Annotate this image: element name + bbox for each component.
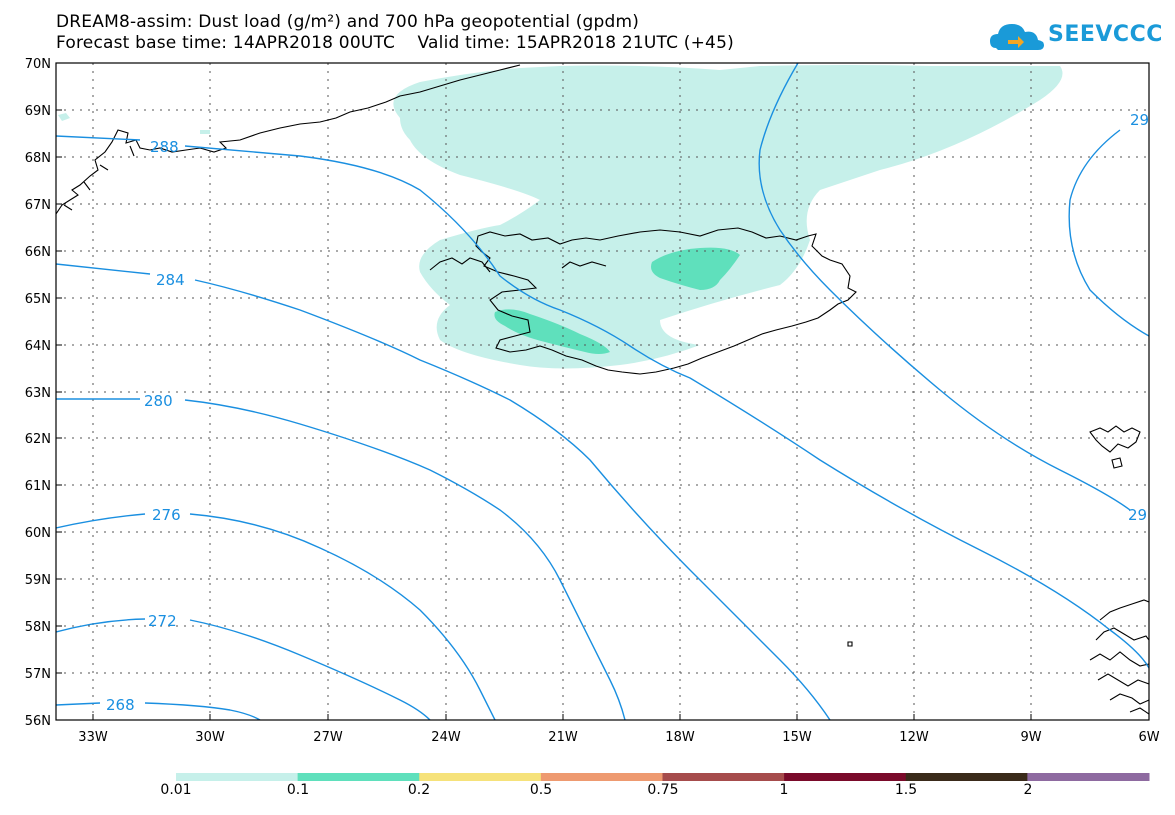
lon-label: 9W (1020, 730, 1041, 745)
lon-label: 18W (665, 730, 695, 745)
lat-label: 63N (25, 386, 51, 401)
contour-292a (758, 63, 1131, 511)
lat-label: 69N (25, 104, 51, 119)
contour-label: 276 (152, 506, 181, 524)
dust-area-low (200, 130, 210, 134)
colorbar-label: 0.01 (160, 782, 192, 798)
lon-label: 21W (548, 730, 578, 745)
lat-label: 68N (25, 151, 51, 166)
seevccc-logo (988, 14, 1148, 60)
lat-label: 59N (25, 573, 51, 588)
axis-ticks (56, 62, 1032, 721)
colorbar (176, 773, 1150, 781)
geopotential-contours (56, 63, 1149, 720)
colorbar-segment (176, 773, 299, 781)
lat-label: 61N (25, 479, 51, 494)
contour-292b (1068, 129, 1149, 337)
coastline (56, 64, 1149, 715)
dust-area-mid (494, 309, 610, 354)
lat-label: 65N (25, 292, 51, 307)
lat-label: 62N (25, 432, 51, 447)
contour-label: 288 (150, 138, 179, 156)
colorbar-label: 0.5 (529, 782, 553, 798)
contour-272 (56, 618, 431, 720)
contour-label: 268 (106, 696, 135, 714)
colorbar-segment (297, 773, 420, 781)
lat-label: 56N (25, 714, 51, 729)
lon-label: 15W (782, 730, 812, 745)
lon-label: 27W (313, 730, 343, 745)
chart-title: DREAM8-assim: Dust load (g/m²) and 700 h… (56, 12, 640, 32)
lon-label: 30W (195, 730, 225, 745)
colorbar-segment (784, 773, 907, 781)
colorbar-label: 0.2 (407, 782, 431, 798)
colorbar-segment (905, 773, 1028, 781)
dust-area-low (58, 113, 70, 121)
contour-268 (56, 702, 261, 720)
contour-288 (56, 135, 1149, 669)
lat-label: 67N (25, 198, 51, 213)
map-graticule (56, 63, 1149, 720)
chart-subtitle: Forecast base time: 14APR2018 00UTC Vali… (56, 33, 734, 53)
cloud-icon (990, 24, 1044, 50)
contour-label: 29 (1130, 111, 1149, 129)
contour-280 (56, 398, 626, 720)
contour-label: 272 (148, 612, 177, 630)
contour-label: 284 (156, 271, 185, 289)
colorbar-segment (1027, 773, 1150, 781)
dust-area-mid (651, 247, 740, 290)
lat-label: 58N (25, 620, 51, 635)
colorbar-label: 2 (1023, 782, 1033, 798)
colorbar-label: 0.1 (286, 782, 310, 798)
lat-label: 60N (25, 526, 51, 541)
lat-label: 64N (25, 339, 51, 354)
colorbar-segment (540, 773, 663, 781)
colorbar-label: 1 (779, 782, 789, 798)
lon-label: 6W (1138, 730, 1159, 745)
lat-label: 70N (25, 57, 51, 72)
colorbar-segment (662, 773, 785, 781)
contour-label: 280 (144, 392, 173, 410)
dust-area-low (393, 65, 1063, 369)
contour-276 (56, 513, 496, 720)
lon-label: 24W (431, 730, 461, 745)
lat-label: 57N (25, 667, 51, 682)
colorbar-label: 1.5 (894, 782, 918, 798)
lon-label: 33W (78, 730, 108, 745)
lat-label: 66N (25, 245, 51, 260)
colorbar-segment (419, 773, 542, 781)
lon-label: 12W (899, 730, 929, 745)
logo-text: SEEVCCC (1048, 22, 1163, 47)
colorbar-label: 0.75 (647, 782, 679, 798)
contour-284 (56, 263, 831, 720)
contour-label: 29 (1128, 506, 1147, 524)
